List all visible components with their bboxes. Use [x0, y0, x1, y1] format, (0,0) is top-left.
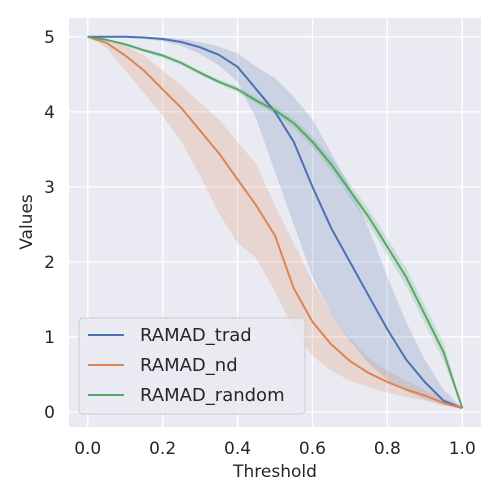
confidence-band-ramad-trad: [87, 36, 463, 409]
x-tick-label: 0.8: [374, 439, 401, 459]
y-tick-label: 4: [44, 103, 55, 123]
legend-box: [78, 317, 306, 415]
legend: RAMAD_trad RAMAD_nd RAMAD_random: [78, 317, 306, 415]
y-tick-labels: 0 1 2 3 4 5: [44, 28, 55, 423]
x-tick-labels: 0.0 0.2 0.4 0.6 0.8 1.0: [74, 439, 476, 459]
y-tick-label: 0: [44, 403, 55, 423]
x-tick-label: 0.2: [149, 439, 176, 459]
confidence-band-ramad-nd: [87, 36, 463, 410]
y-axis-label: Values: [17, 194, 37, 250]
series-lines: [87, 35, 464, 410]
x-tick-label: 0.6: [299, 439, 326, 459]
legend-label: RAMAD_trad: [140, 325, 252, 346]
x-tick-label: 0.4: [224, 439, 251, 459]
x-axis-label: Threshold: [232, 462, 317, 482]
legend-label: RAMAD_random: [140, 385, 285, 406]
y-tick-label: 3: [44, 178, 55, 198]
x-tick-label: 0.0: [74, 439, 101, 459]
series-line-ramad-nd: [87, 35, 463, 410]
legend-label: RAMAD_nd: [140, 355, 238, 376]
y-tick-label: 1: [44, 328, 55, 348]
series-line-ramad-random: [87, 35, 464, 409]
y-tick-label: 5: [44, 28, 55, 48]
x-tick-label: 1.0: [449, 439, 476, 459]
y-tick-label: 2: [44, 253, 55, 273]
series-line-ramad-trad: [87, 35, 463, 410]
